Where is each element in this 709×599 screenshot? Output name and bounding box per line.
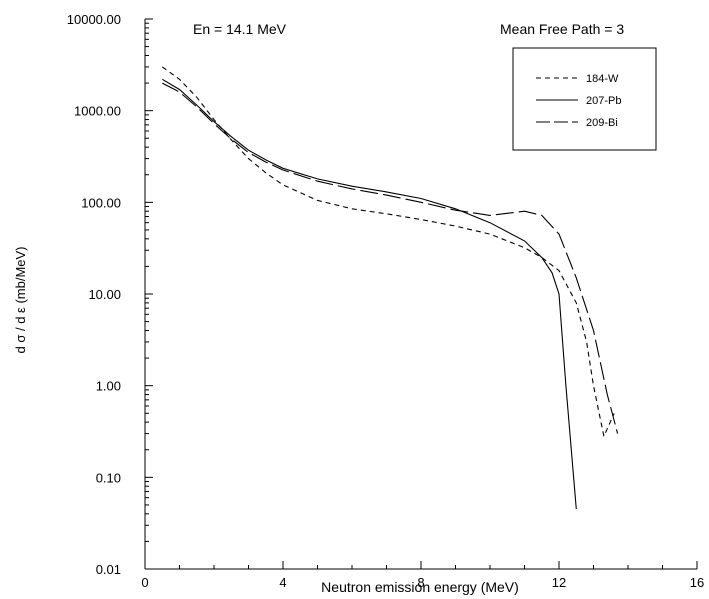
y-tick-label: 1000.00 bbox=[74, 104, 121, 119]
y-tick-label: 10000.00 bbox=[67, 12, 121, 27]
chart-title-right: Mean Free Path = 3 bbox=[500, 21, 624, 37]
x-tick-label: 12 bbox=[552, 575, 566, 590]
legend-label: 209-Bi bbox=[586, 117, 618, 129]
legend-label: 207-Pb bbox=[586, 95, 621, 107]
y-axis-label: d σ / d ε (mb/MeV) bbox=[13, 246, 28, 353]
series-line-207-Pb bbox=[162, 78, 577, 510]
chart-title-left: En = 14.1 MeV bbox=[193, 21, 287, 37]
x-axis-label: Neutron emission energy (MeV) bbox=[321, 579, 519, 595]
series-group bbox=[161, 66, 619, 510]
x-tick-label: 16 bbox=[690, 575, 704, 590]
y-tick-label: 10.00 bbox=[88, 287, 121, 302]
y-tick-label: 1.00 bbox=[96, 379, 121, 394]
minor-ticks bbox=[145, 22, 663, 569]
x-ticks: 0 4 8 12 16 bbox=[141, 561, 704, 590]
y-tick-label: 0.10 bbox=[96, 470, 121, 485]
series-line-209-Bi bbox=[162, 82, 619, 434]
legend-box bbox=[512, 47, 657, 151]
y-ticks: 0.01 0.10 1.00 10.00 100.00 1000.00 10000.00 bbox=[67, 12, 153, 577]
y-tick-label: 0.01 bbox=[96, 562, 121, 577]
y-tick-label: 100.00 bbox=[81, 195, 121, 210]
legend-entries: 184-W 207-Pb 209-Bi bbox=[536, 73, 621, 129]
x-tick-label: 8 bbox=[417, 575, 424, 590]
x-tick-label: 0 bbox=[141, 575, 148, 590]
legend: 184-W 207-Pb 209-Bi bbox=[512, 47, 657, 151]
x-tick-label: 4 bbox=[279, 575, 286, 590]
legend-label: 184-W bbox=[586, 73, 619, 85]
